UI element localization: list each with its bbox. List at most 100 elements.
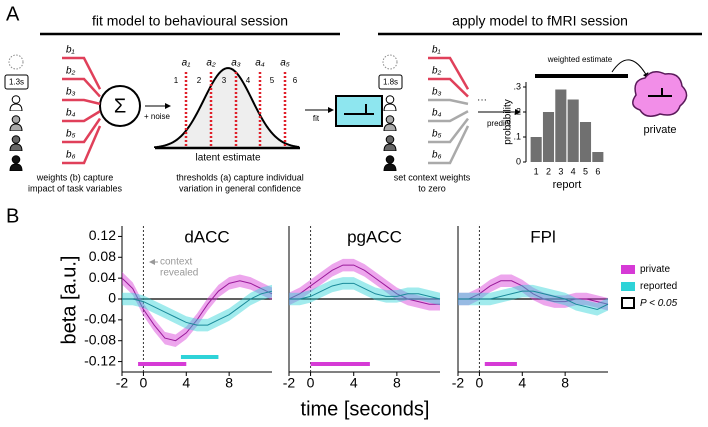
weight-label: b₄ (66, 108, 76, 119)
error-band (122, 284, 272, 332)
sum-symbol: Σ (114, 95, 126, 117)
brain-glyph (648, 88, 672, 97)
y-tick-label: 0.12 (89, 227, 116, 243)
x-tick-label: -2 (116, 375, 129, 391)
weight-label: b₃ (432, 87, 442, 98)
brain-icon (632, 71, 688, 117)
annotation: context (160, 257, 192, 268)
threshold-label: a₄ (255, 58, 265, 69)
y-axis-label: probability (503, 99, 514, 145)
x-tick-label: -2 (283, 375, 296, 391)
noise-label: + noise (144, 112, 171, 121)
y-tick-label: 0.04 (89, 269, 116, 285)
threshold-label: a₃ (231, 58, 241, 69)
weight-line (62, 125, 102, 165)
bin-label: 5 (270, 76, 275, 85)
weight-line (428, 98, 469, 106)
threshold-label: a₅ (280, 58, 290, 69)
weight-line (428, 110, 469, 123)
x-tick-label: 2 (546, 166, 551, 176)
weight-label: b₄ (432, 108, 442, 119)
section-title: apply model to fMRI session (452, 13, 628, 29)
series-line (458, 290, 609, 310)
chart-title: dACC (184, 227, 229, 246)
series-line (458, 280, 609, 305)
stimulus-time: 1.8s (383, 78, 398, 87)
brain-label: private (643, 124, 676, 136)
weight-line (62, 77, 101, 98)
weighted-estimate-label: weighted estimate (547, 55, 613, 64)
panel-label: B (6, 205, 19, 227)
sum-node (99, 85, 141, 127)
bar (579, 122, 592, 162)
bar (555, 89, 567, 162)
y-axis-label: beta [a.u.] (58, 256, 80, 345)
legend-swatch (621, 265, 635, 274)
weight-label: b₆ (432, 150, 442, 161)
latent-distribution (154, 67, 300, 149)
bin-label: 2 (197, 76, 202, 85)
fit-label: fit (313, 114, 320, 123)
weight-line (62, 98, 101, 106)
series-line (288, 264, 440, 305)
legend-label: private (640, 264, 670, 275)
panel-label: A (6, 3, 20, 25)
caption: thresholds (a) capture individual (176, 172, 304, 182)
annotation: revealed (160, 268, 198, 279)
ellipsis: ··· (477, 95, 487, 106)
error-band (289, 258, 440, 311)
weight-line (428, 125, 470, 165)
weight-line (62, 117, 102, 144)
error-band (289, 277, 440, 306)
bin-label: 4 (246, 76, 251, 85)
caption: to zero (418, 183, 446, 193)
x-tick-label: 6 (595, 166, 600, 176)
threshold-label: a₂ (206, 58, 216, 69)
series-line (122, 290, 273, 326)
x-tick-label: 1 (534, 166, 539, 176)
x-tick-label: 4 (518, 375, 526, 391)
y-tick-label: .3 (513, 81, 521, 91)
bin-label: 1 (174, 76, 179, 85)
weight-label: b₅ (66, 129, 76, 140)
stimulus-time: 1.3s (9, 78, 24, 87)
error-band (122, 271, 272, 347)
section-title: fit model to behavioural session (92, 13, 288, 29)
error-band (458, 284, 608, 316)
weight-label: b₂ (66, 66, 76, 77)
bin-label: 6 (293, 76, 298, 85)
weight-line (62, 56, 102, 90)
x-tick-label: 4 (182, 375, 190, 391)
y-tick-label: .2 (513, 106, 521, 116)
bin-label: 3 (222, 76, 227, 85)
bar (542, 112, 555, 162)
chart-title: pgACC (347, 227, 402, 246)
latent-label: latent estimate (195, 153, 260, 164)
chart-title: FPl (530, 227, 556, 246)
arrow (611, 59, 649, 79)
x-tick-label: 4 (350, 375, 358, 391)
weight-line (62, 110, 101, 123)
x-tick-label: 8 (393, 375, 401, 391)
weight-label: b₁ (66, 45, 75, 56)
y-tick-label: -0.12 (84, 352, 116, 368)
caption: impact of task variables (28, 183, 123, 193)
y-tick-label: 0.08 (89, 248, 116, 264)
y-tick-label: -0.04 (84, 311, 116, 327)
x-tick-label: 3 (558, 166, 563, 176)
y-tick-label: -0.08 (84, 331, 116, 347)
weight-label: b₅ (432, 129, 442, 140)
weight-label: b₁ (432, 45, 441, 56)
threshold-label: a₁ (182, 58, 191, 69)
y-tick-label: 0 (108, 290, 116, 306)
x-tick-label: 0 (307, 375, 315, 391)
weight-line (428, 56, 470, 90)
task-icons: 1.8s (378, 54, 403, 171)
caption: weights (b) capture (36, 172, 114, 182)
caption: variation in general confidence (179, 183, 301, 193)
y-tick-label: 0 (516, 156, 521, 166)
legend-swatch (621, 282, 635, 291)
bar (567, 99, 579, 162)
caption: set context weights (394, 172, 471, 182)
